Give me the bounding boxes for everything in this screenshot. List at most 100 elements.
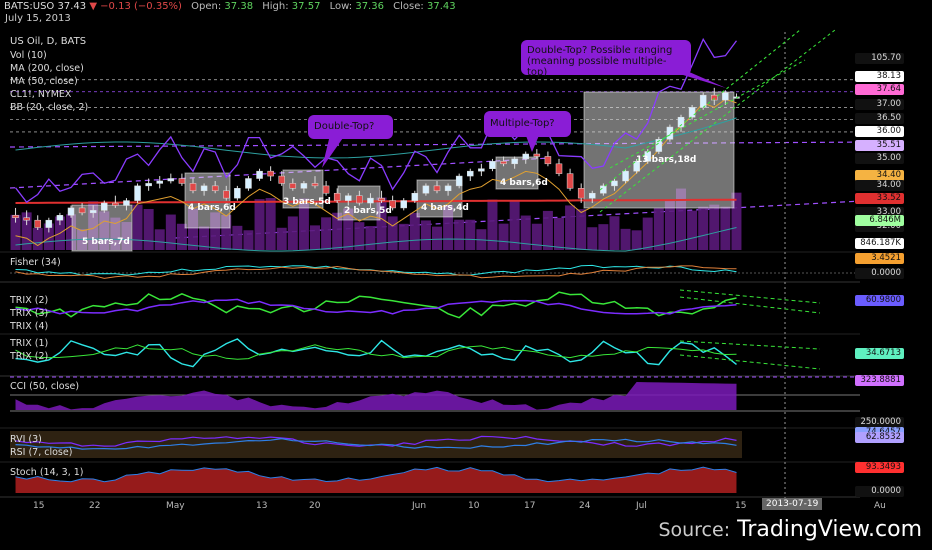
candle-body	[688, 107, 696, 118]
volume-bar	[254, 199, 265, 250]
candle-body	[234, 188, 241, 199]
candle-body	[56, 215, 64, 221]
candle-body	[611, 180, 618, 187]
time-axis-tick: Jul	[636, 501, 647, 511]
candle-body	[677, 116, 685, 128]
time-axis-tick: 15	[735, 501, 747, 511]
price-change: ▼ −0.13 (−0.35%)	[89, 1, 182, 12]
high-value: 37.57	[291, 1, 321, 12]
volume-bar	[498, 223, 509, 250]
open-value: 37.38	[224, 1, 254, 12]
legend-bb[interactable]: BB (20, close, 2)	[10, 102, 89, 113]
candle-body	[123, 200, 130, 206]
volume-bar	[509, 201, 520, 250]
volume-bar	[376, 197, 387, 250]
candle-body	[178, 178, 186, 184]
volume-bar	[642, 217, 653, 250]
trix-1b-line	[15, 338, 737, 368]
candle-body	[444, 185, 452, 192]
price-scale-label: 0.0000	[855, 486, 904, 497]
candle-body	[722, 92, 729, 101]
candle-body	[245, 178, 252, 189]
legend-trix-1b[interactable]: TRIX (1)	[10, 338, 49, 349]
legend-rsi[interactable]: RSI (7, close)	[10, 447, 73, 458]
candle-body	[101, 202, 108, 211]
price-scale-label: 60.9800	[855, 295, 904, 306]
callout-multiple-top[interactable]: Multiple-Top?	[484, 111, 571, 137]
volume-bar	[265, 198, 276, 250]
candle-body	[156, 180, 163, 184]
legend-vol[interactable]: Vol (10)	[10, 50, 47, 61]
time-axis-tick: Jun	[412, 501, 427, 511]
legend-ma50[interactable]: MA (50, close)	[10, 76, 78, 87]
interval-label-6: 4 bars,6d	[500, 178, 548, 188]
volume-bar	[576, 209, 587, 250]
time-axis-tick: 17	[524, 501, 536, 511]
legend-trix-2[interactable]: TRIX (2)	[10, 295, 49, 306]
candle-body	[566, 173, 574, 189]
candle-body	[12, 215, 19, 218]
price-scale-label: 36.50	[855, 113, 904, 124]
volume-bar	[10, 214, 21, 250]
volume-bar	[687, 210, 698, 250]
volume-bar	[21, 212, 32, 250]
candle-body	[345, 195, 352, 201]
volume-bar	[653, 208, 664, 250]
candle-body	[533, 153, 541, 157]
candle-body	[78, 207, 86, 214]
interval-label-1: 5 bars,7d	[82, 237, 130, 247]
chart-date: July 15, 2013	[5, 13, 71, 24]
trix-b-lower-dash	[679, 354, 821, 370]
volume-bar	[276, 227, 287, 250]
candle-body	[145, 183, 152, 187]
volume-bar	[454, 219, 465, 250]
legend-trix-2b[interactable]: TRIX (2)	[10, 351, 49, 362]
callout-double-top[interactable]: Double-Top?	[308, 115, 393, 139]
legend-rvi[interactable]: RVI (3)	[10, 434, 42, 445]
cursor-date-badge: 2013-07-19	[762, 498, 823, 510]
legend-cl1[interactable]: CL1!, NYMEX	[10, 89, 72, 100]
interval-label-5: 4 bars,4d	[421, 203, 469, 213]
time-axis-tick: May	[166, 501, 185, 511]
price-scale-label: 35.51	[855, 140, 904, 151]
source-name: TradingView.com	[737, 517, 922, 542]
volume-bar	[199, 226, 210, 250]
volume-bar	[609, 216, 620, 250]
legend-fisher[interactable]: Fisher (34)	[10, 257, 61, 268]
cci-area	[15, 382, 737, 410]
volume-bar	[310, 225, 320, 250]
volume-bar	[731, 192, 742, 250]
interval-label-7: 13 bars,18d	[636, 155, 697, 165]
candle-body	[200, 185, 208, 192]
volume-bar	[420, 220, 431, 250]
volume-bar	[176, 223, 187, 250]
volume-bar	[298, 198, 309, 250]
price-scale-label: 37.64	[855, 84, 904, 95]
trix-a-lower-dash	[679, 296, 821, 314]
legend-cci[interactable]: CCI (50, close)	[10, 381, 80, 392]
price-scale-label: 6.846M	[855, 215, 904, 226]
symbol[interactable]: BATS:USO	[4, 1, 55, 12]
time-axis-tick: 24	[579, 501, 591, 511]
candle-body	[589, 192, 596, 199]
ma-200-line	[15, 198, 737, 204]
candle-body	[134, 185, 141, 201]
candle-body	[467, 170, 474, 177]
legend-stoch[interactable]: Stoch (14, 3, 1)	[10, 467, 84, 478]
high-label: High:	[262, 1, 289, 12]
volume-bar	[221, 214, 232, 250]
callout-tail-2	[525, 133, 540, 152]
legend-trix-4[interactable]: TRIX (4)	[10, 321, 49, 332]
price-scale-label: 33.52	[855, 193, 904, 204]
callout-possible-ranging[interactable]: Double-Top? Possible ranging (meaning po…	[521, 40, 691, 78]
trix-2b-line	[15, 344, 737, 360]
stoch-line	[15, 466, 737, 483]
legend-trix-3[interactable]: TRIX (3)	[10, 308, 49, 319]
candle-body	[378, 197, 385, 201]
price-scale-label: 33.00	[855, 207, 904, 218]
candle-body	[267, 170, 274, 177]
price-scale-label: 36.00	[855, 126, 904, 137]
time-axis-tick: 20	[309, 501, 321, 511]
legend-ma200[interactable]: MA (200, close)	[10, 63, 84, 74]
